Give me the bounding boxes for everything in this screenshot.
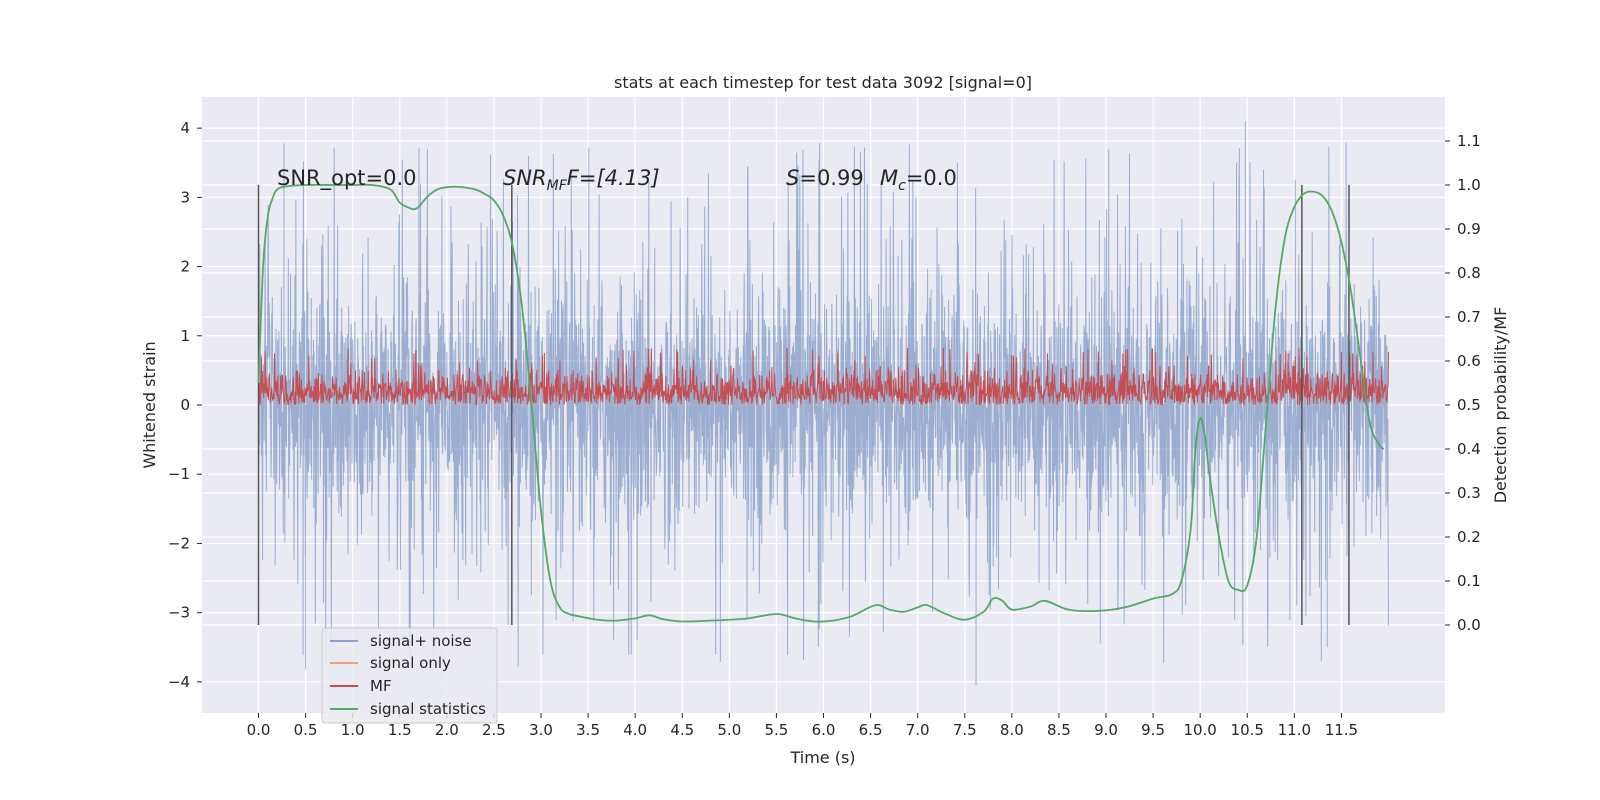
x-tick-label-2: 1.0	[341, 721, 365, 739]
y-axis-right-label: Detection probability/MF	[1491, 307, 1510, 504]
annotation-mc: Mc=0.0	[880, 166, 957, 194]
x-tick-label-20: 10.0	[1183, 721, 1216, 739]
y-left-tick-label-4: 0	[180, 396, 190, 414]
annotation-mc-value: =0.0	[906, 166, 957, 190]
series-mf	[258, 347, 1389, 407]
y-left-tick-label-3: −1	[168, 465, 190, 483]
y-right-tick-label-1: 0.1	[1457, 572, 1481, 590]
annotation-s-label: S	[786, 166, 799, 190]
y-right-tick-label-9: 0.9	[1457, 220, 1481, 238]
x-tick-label-8: 4.0	[623, 721, 647, 739]
x-tick-label-7: 3.5	[576, 721, 600, 739]
annotation-snr-mf: SNRMFF=[4.13]	[503, 166, 660, 194]
annotation-s: S=0.99	[786, 166, 864, 190]
x-tick-label-19: 9.5	[1141, 721, 1165, 739]
y-right-tick-label-10: 1.0	[1457, 176, 1481, 194]
x-tick-label-21: 10.5	[1231, 721, 1264, 739]
x-axis-label: Time (s)	[789, 748, 855, 767]
x-tick-label-3: 1.5	[388, 721, 412, 739]
x-tick-label-22: 11.0	[1278, 721, 1311, 739]
x-tick-label-9: 4.5	[670, 721, 694, 739]
x-tick-label-1: 0.5	[294, 721, 318, 739]
legend-box	[321, 627, 498, 724]
legend: signal+ noise signal only MF signal stat…	[321, 627, 498, 724]
x-tick-label-17: 8.5	[1047, 721, 1071, 739]
annotation-mc-base: M	[880, 166, 898, 190]
x-axis-ticks: 0.0 0.5 1.0 1.5 2.0 2.5 3.0 3.5 4.0 4.5 5.0 5.5 6.0 6…	[247, 713, 1358, 739]
x-tick-label-11: 5.5	[764, 721, 788, 739]
series-line-signal-plus-noise	[258, 121, 1389, 686]
y-right-tick-label-8: 0.8	[1457, 264, 1481, 282]
y-right-tick-label-2: 0.2	[1457, 528, 1481, 546]
y-axis-left-label: Whitened strain	[140, 341, 159, 468]
x-tick-label-14: 7.0	[906, 721, 930, 739]
legend-label-signal-statistics: signal statistics	[370, 700, 486, 718]
y-left-tick-label-6: 2	[180, 258, 190, 276]
x-tick-label-6: 3.0	[529, 721, 553, 739]
y-right-tick-label-11: 1.1	[1457, 132, 1481, 150]
chart-title: stats at each timestep for test data 309…	[614, 73, 1032, 92]
annotation-snr-opt: SNR_opt=0.0	[277, 166, 417, 191]
y-axis-left-ticks: −4 −3 −2 −1 0 1 2 3 4	[168, 119, 202, 691]
series-line-mf	[258, 347, 1389, 407]
x-tick-label-0: 0.0	[247, 721, 271, 739]
x-tick-label-4: 2.0	[435, 721, 459, 739]
y-left-tick-label-7: 3	[180, 188, 190, 206]
x-tick-label-13: 6.5	[859, 721, 883, 739]
annotation-snr-mf-sub: MF	[547, 178, 568, 194]
y-right-tick-label-6: 0.6	[1457, 352, 1481, 370]
series-signal-statistics	[257, 183, 1385, 623]
y-right-tick-label-7: 0.7	[1457, 308, 1481, 326]
annotation-snr-mf-base: SNR	[503, 166, 547, 190]
x-tick-label-23: 11.5	[1325, 721, 1358, 739]
y-left-tick-label-1: −3	[168, 604, 190, 622]
y-right-tick-label-3: 0.3	[1457, 484, 1481, 502]
y-axis-right-ticks: 0.0 0.1 0.2 0.3 0.4 0.5 0.6 0.7 0.8 0.9 1.0 1.1	[1445, 132, 1481, 634]
x-tick-label-10: 5.0	[717, 721, 741, 739]
annotation-mc-sub: c	[898, 178, 906, 194]
y-left-tick-label-5: 1	[180, 327, 190, 345]
y-left-tick-label-2: −2	[168, 534, 190, 552]
annotation-s-value: =0.99	[799, 166, 863, 190]
vertical-markers	[257, 185, 1350, 625]
x-tick-label-18: 9.0	[1094, 721, 1118, 739]
legend-label-signal-only: signal only	[370, 654, 451, 672]
y-right-tick-label-5: 0.5	[1457, 396, 1481, 414]
legend-label-signal-plus-noise: signal+ noise	[370, 632, 472, 650]
series-signal-plus-noise	[258, 121, 1389, 686]
x-tick-label-16: 8.0	[1000, 721, 1024, 739]
y-left-tick-label-0: −4	[168, 673, 190, 691]
x-tick-label-12: 6.0	[812, 721, 836, 739]
y-right-tick-label-4: 0.4	[1457, 440, 1481, 458]
x-tick-label-5: 2.5	[482, 721, 506, 739]
series-line-signal-statistics	[257, 183, 1385, 623]
y-left-tick-label-8: 4	[180, 119, 190, 137]
y-right-tick-label-0: 0.0	[1457, 616, 1481, 634]
annotation-snr-mf-rest: F=[4.13]	[567, 166, 660, 190]
legend-label-mf: MF	[370, 677, 392, 695]
x-tick-label-15: 7.5	[953, 721, 977, 739]
